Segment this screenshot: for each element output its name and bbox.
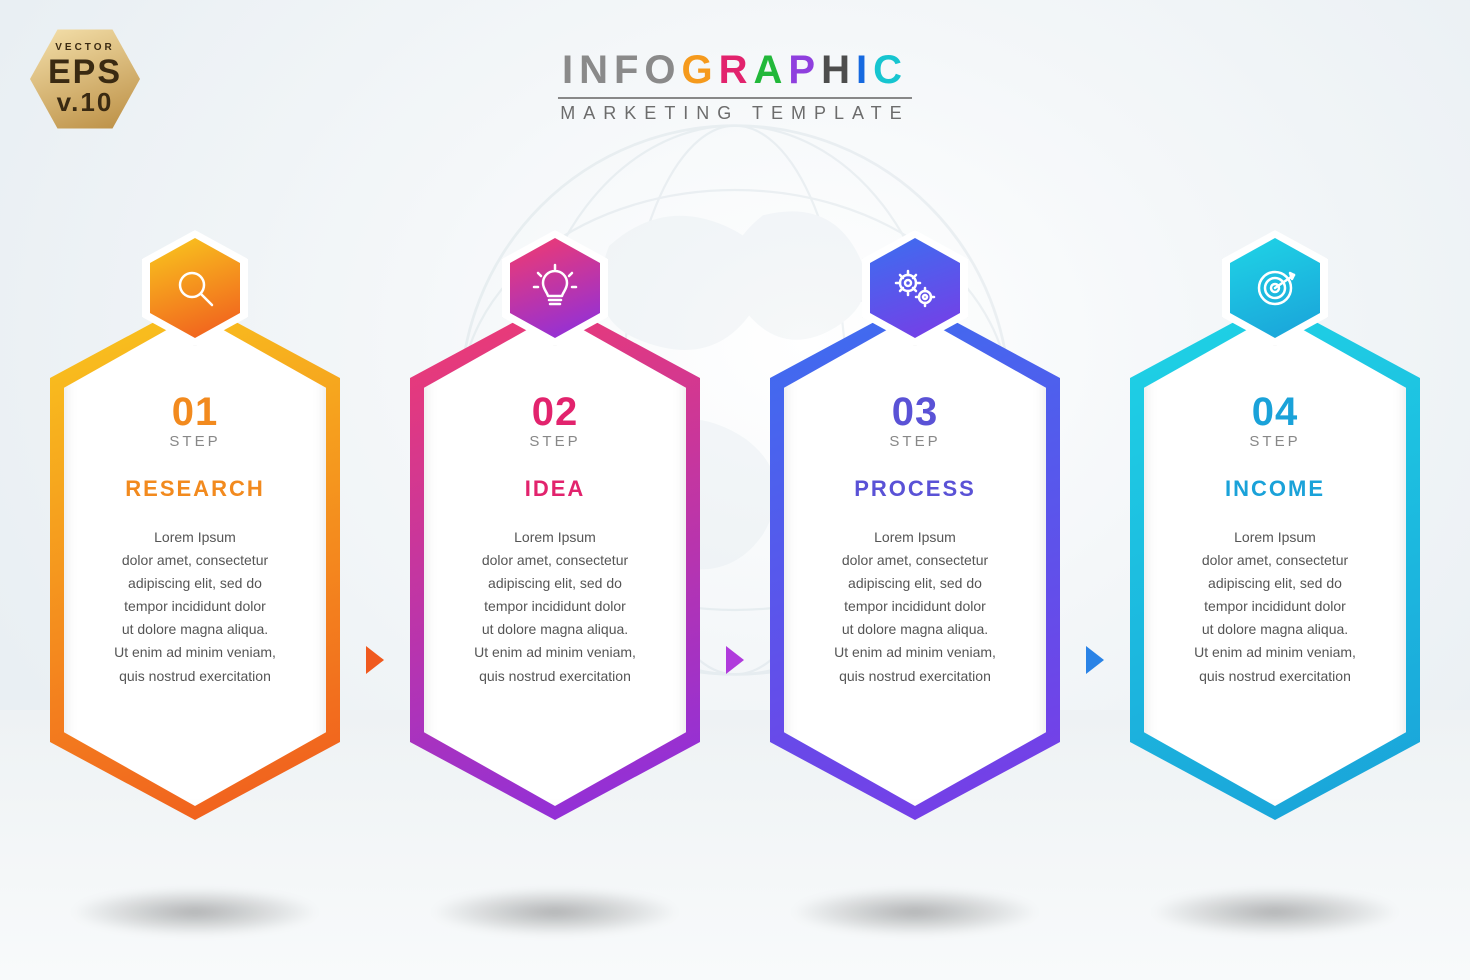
title-segment: C [873, 48, 908, 92]
target-icon [1230, 238, 1320, 338]
card-shadow [430, 888, 680, 936]
step-card-body: 01STEP RESEARCH Lorem Ipsumdolor amet, con… [64, 314, 326, 806]
title-segment: I [856, 48, 873, 92]
step-card-border: 03STEP PROCESS Lorem Ipsumdolor amet, cons… [770, 300, 1060, 820]
title-main: INFOGRAPHIC [558, 48, 912, 99]
page-title: INFOGRAPHIC MARKETING TEMPLATE [558, 48, 912, 124]
arrow-icon [1086, 646, 1104, 674]
step-title: INCOME [1225, 476, 1325, 502]
step-number: 02 [532, 390, 579, 435]
step-description: Lorem Ipsumdolor amet, consecteturadipis… [114, 526, 276, 688]
step-label: STEP [169, 433, 220, 450]
card-shadow [1150, 888, 1400, 936]
step-card-03: 03STEP PROCESS Lorem Ipsumdolor amet, cons… [770, 300, 1060, 820]
title-segment: INFO [562, 48, 682, 92]
step-title: IDEA [525, 476, 586, 502]
step-card-body: 02STEP IDEA Lorem Ipsumdolor amet, consect… [424, 314, 686, 806]
title-segment: G [682, 48, 719, 92]
eps-badge: VECTOR EPS v.10 [30, 24, 140, 134]
step-number: 03 [892, 390, 939, 435]
step-card-02: 02STEP IDEA Lorem Ipsumdolor amet, consect… [410, 300, 700, 820]
step-description: Lorem Ipsumdolor amet, consecteturadipis… [1194, 526, 1356, 688]
step-label: STEP [889, 433, 940, 450]
steps-row: 01STEPRESEARCHLorem Ipsumdolor amet, con… [0, 300, 1470, 820]
step-card-body: 03STEP PROCESS Lorem Ipsumdolor amet, cons… [784, 314, 1046, 806]
step-title: RESEARCH [125, 476, 264, 502]
step-number: 01 [172, 390, 219, 435]
step-card-border: 01STEP RESEARCH Lorem Ipsumdolor amet, con… [50, 300, 340, 820]
step-card-body: 04STEP INCOME Lorem Ipsumdolor amet, conse… [1144, 314, 1406, 806]
step-title: PROCESS [854, 476, 976, 502]
title-segment: H [821, 48, 856, 92]
step-label: STEP [1249, 433, 1300, 450]
card-shadow [790, 888, 1040, 936]
title-segment: A [754, 48, 789, 92]
step-label: STEP [529, 433, 580, 450]
step-description: Lorem Ipsumdolor amet, consecteturadipis… [474, 526, 636, 688]
gears-icon [870, 238, 960, 338]
step-number: 04 [1252, 390, 1299, 435]
step-description: Lorem Ipsumdolor amet, consecteturadipis… [834, 526, 996, 688]
title-segment: P [788, 48, 821, 92]
lightbulb-icon [510, 238, 600, 338]
title-segment: R [719, 48, 754, 92]
eps-badge-bottom: v.10 [57, 89, 114, 115]
step-card-04: 04STEP INCOME Lorem Ipsumdolor amet, conse… [1130, 300, 1420, 820]
step-card-border: 04STEP INCOME Lorem Ipsumdolor amet, conse… [1130, 300, 1420, 820]
eps-badge-hex: VECTOR EPS v.10 [30, 24, 140, 134]
arrow-icon [726, 646, 744, 674]
eps-badge-top: VECTOR [55, 43, 115, 53]
search-icon [150, 238, 240, 338]
step-card-border: 02STEP IDEA Lorem Ipsumdolor amet, consect… [410, 300, 700, 820]
card-shadow [70, 888, 320, 936]
title-subtitle: MARKETING TEMPLATE [558, 103, 912, 124]
arrow-icon [366, 646, 384, 674]
step-card-01: 01STEP RESEARCH Lorem Ipsumdolor amet, con… [50, 300, 340, 820]
eps-badge-mid: EPS [48, 55, 122, 89]
